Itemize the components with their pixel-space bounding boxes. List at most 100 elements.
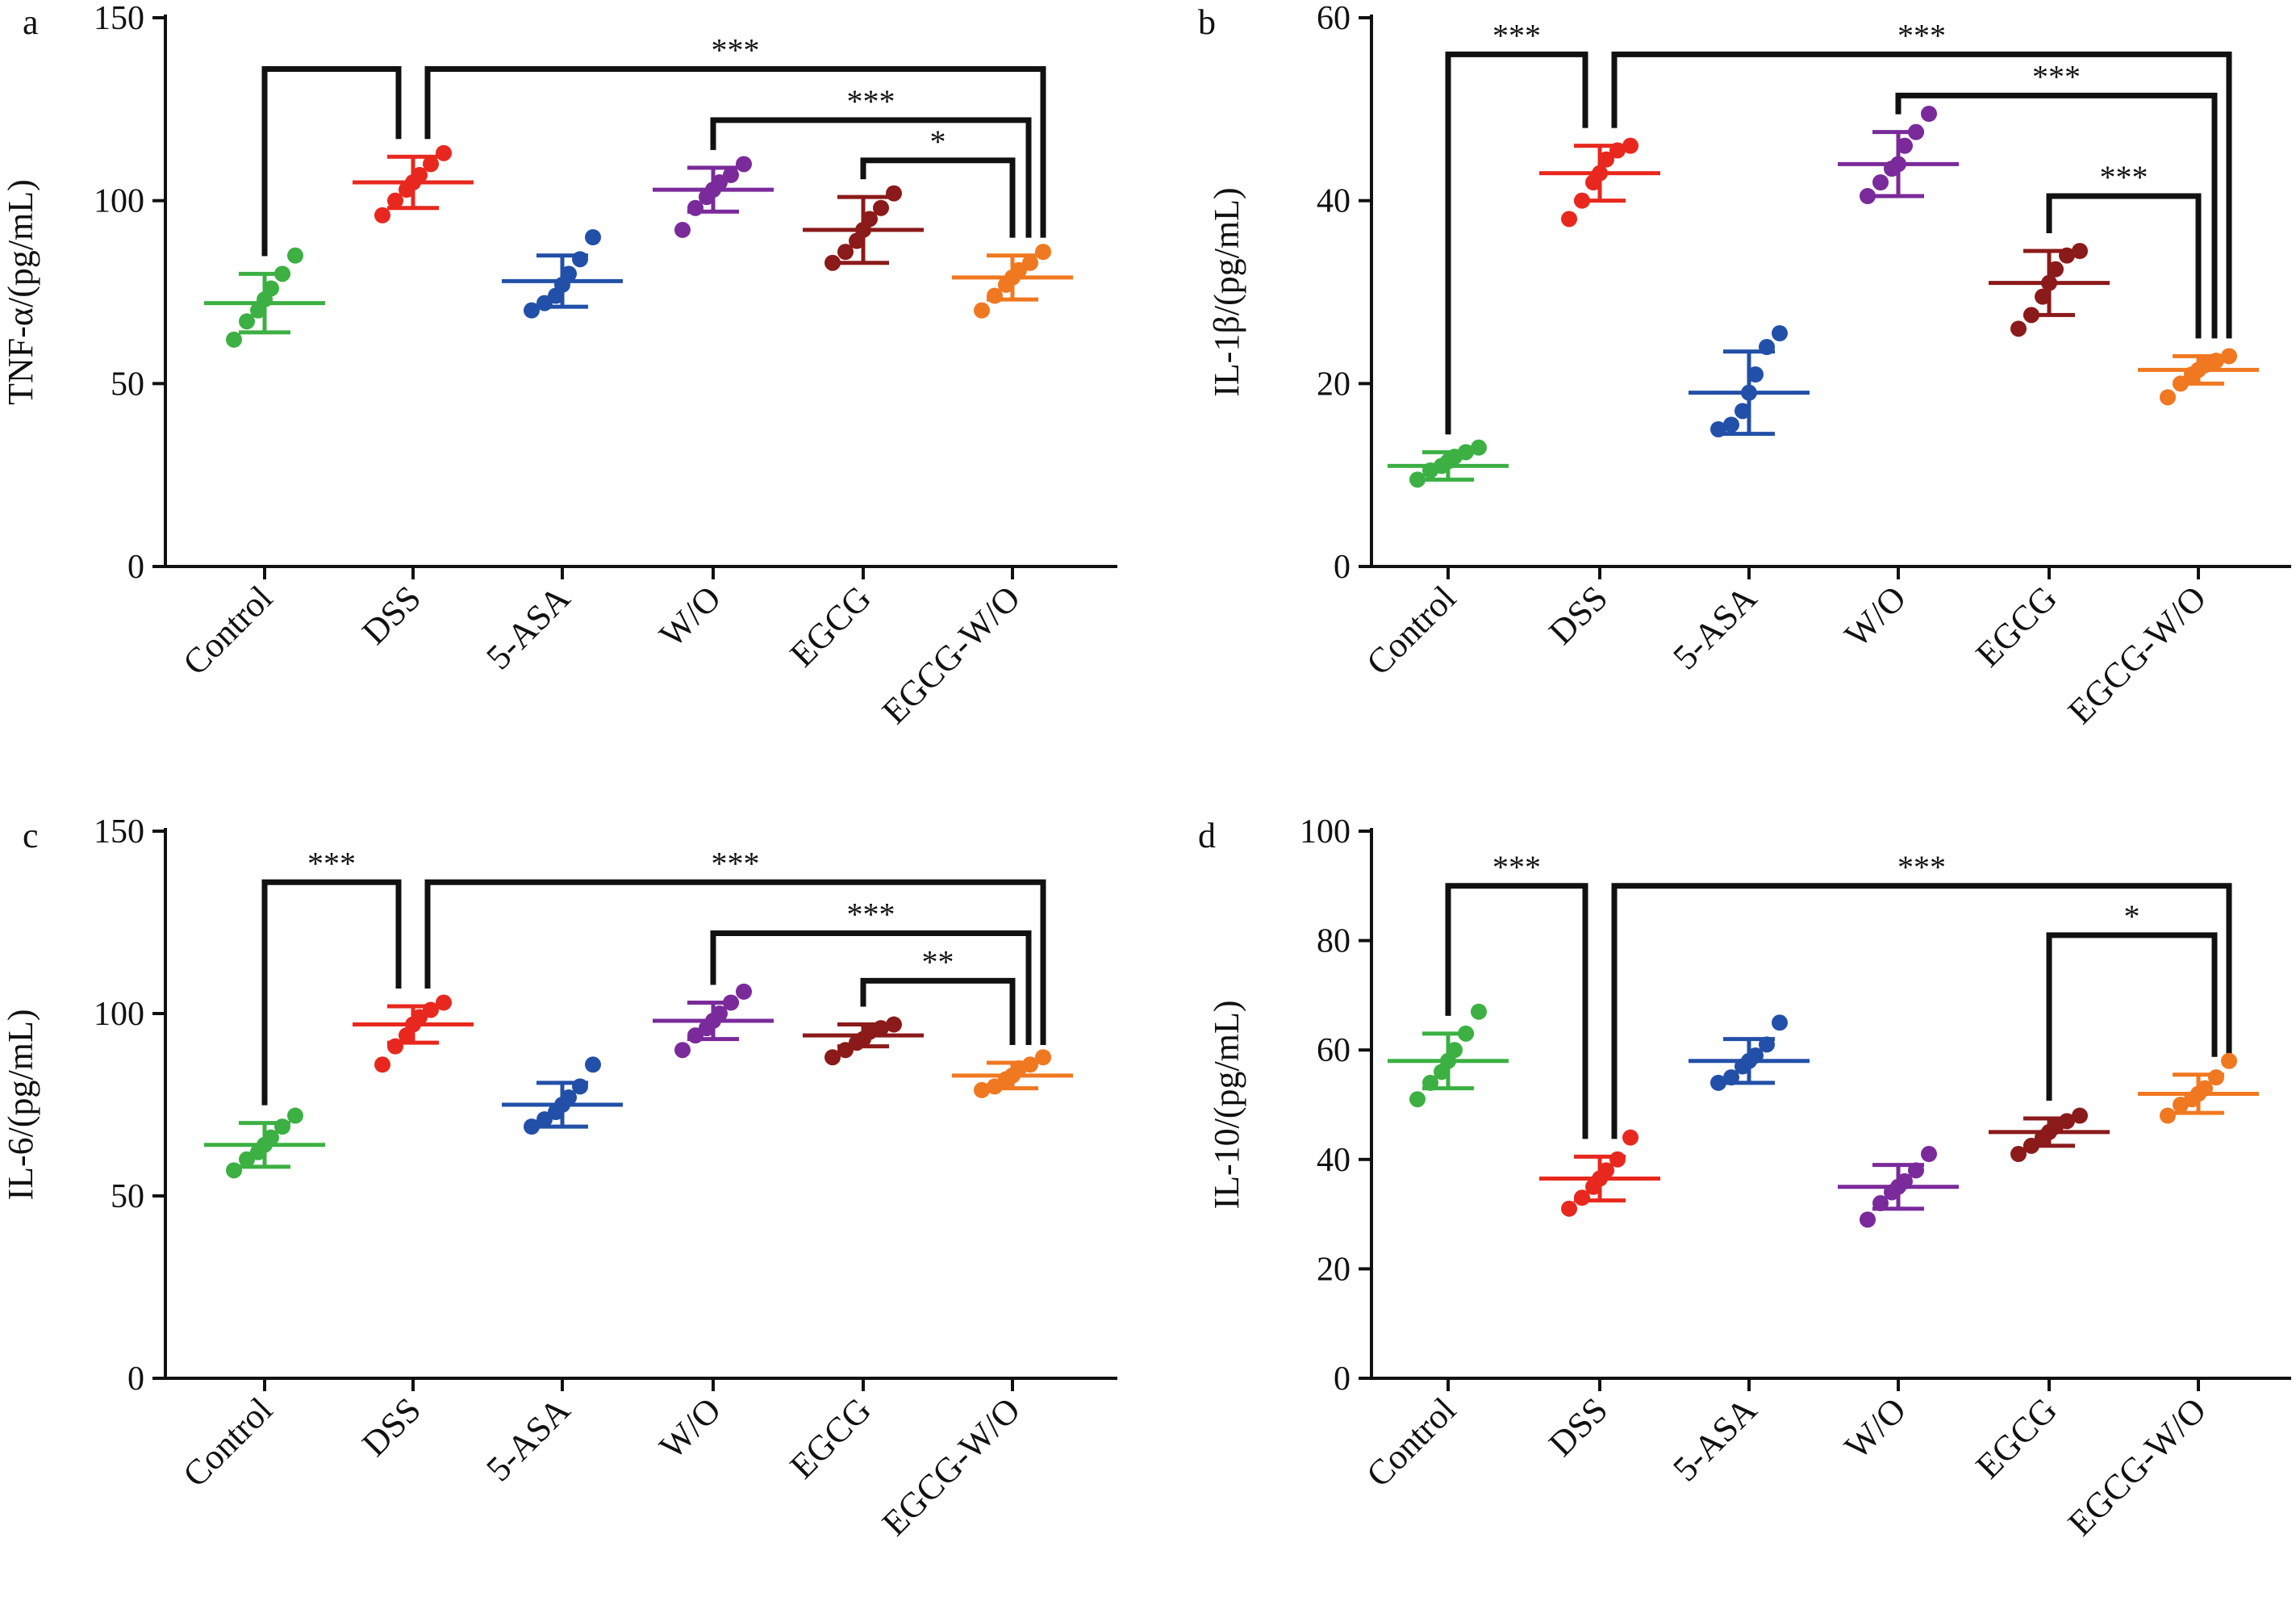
data-point bbox=[2208, 353, 2224, 369]
significance-bracket bbox=[261, 879, 402, 1106]
significance-bracket bbox=[1895, 92, 2218, 339]
data-point bbox=[2208, 1069, 2224, 1086]
y-tick-label: 50 bbox=[111, 366, 144, 403]
data-point bbox=[585, 1056, 601, 1073]
data-point bbox=[572, 1078, 588, 1095]
significance-bracket bbox=[2046, 193, 2202, 339]
data-point bbox=[1860, 1211, 1876, 1228]
data-point bbox=[974, 302, 990, 319]
group-4 bbox=[803, 185, 924, 271]
panel-c: c 0 50 100 150 IL-6/(pg/mL) Control DSS 5-ASA W/O… bbox=[1, 813, 1117, 1544]
data-point bbox=[1446, 1042, 1463, 1059]
data-point bbox=[387, 1038, 403, 1055]
data-point bbox=[712, 1005, 728, 1022]
data-point bbox=[374, 1056, 390, 1073]
y-tick-label: 20 bbox=[1317, 366, 1350, 403]
panel-label: c bbox=[23, 816, 39, 855]
data-point bbox=[1735, 403, 1751, 420]
y-tick-label: 0 bbox=[1334, 549, 1350, 586]
panel-label: a bbox=[23, 2, 39, 42]
data-point bbox=[1574, 1189, 1590, 1206]
group-5 bbox=[952, 1049, 1073, 1098]
data-point bbox=[1561, 1200, 1577, 1217]
y-tick-label: 150 bbox=[94, 813, 144, 851]
x-tick-label: DSS bbox=[354, 1390, 428, 1464]
data-point bbox=[287, 1107, 303, 1124]
group-3 bbox=[653, 156, 774, 238]
data-point bbox=[886, 185, 902, 202]
data-point bbox=[2160, 389, 2176, 406]
significance-bracket bbox=[710, 930, 1032, 1046]
data-point bbox=[1598, 1162, 1614, 1179]
data-point bbox=[374, 207, 390, 224]
x-tick-label: W/O bbox=[1837, 1390, 1914, 1466]
x-tick-label: Control bbox=[175, 1390, 280, 1494]
data-point bbox=[436, 144, 452, 161]
data-point bbox=[1710, 421, 1726, 437]
group-5 bbox=[2138, 1052, 2259, 1124]
data-point bbox=[423, 156, 439, 173]
data-point bbox=[1609, 142, 1626, 159]
data-point bbox=[436, 994, 452, 1011]
data-point bbox=[561, 265, 577, 282]
group-0 bbox=[204, 247, 325, 348]
group-5 bbox=[2138, 348, 2259, 406]
x-tick-label: Control bbox=[175, 578, 280, 683]
data-point bbox=[1022, 254, 1038, 271]
x-tick-label: W/O bbox=[1837, 578, 1914, 654]
data-point bbox=[2059, 1113, 2075, 1130]
data-point bbox=[1747, 1047, 1764, 1064]
group-5 bbox=[952, 244, 1073, 319]
data-point bbox=[524, 302, 540, 319]
data-point bbox=[2023, 307, 2039, 324]
significance-bracket bbox=[860, 157, 1016, 238]
group-2 bbox=[502, 229, 623, 319]
data-point bbox=[1872, 1195, 1889, 1212]
group-0 bbox=[1388, 1003, 1509, 1108]
data-point bbox=[1471, 439, 1487, 456]
data-point bbox=[2221, 1052, 2237, 1069]
y-tick-label: 40 bbox=[1317, 183, 1350, 220]
data-point bbox=[2072, 1107, 2088, 1124]
data-point bbox=[674, 221, 691, 238]
significance-label: *** bbox=[2100, 159, 2148, 195]
data-point bbox=[561, 1089, 577, 1106]
y-tick-label: 0 bbox=[127, 549, 144, 586]
data-point bbox=[1422, 1074, 1438, 1091]
x-tick-label: EGCG bbox=[783, 1390, 879, 1486]
y-tick-label: 0 bbox=[127, 1361, 144, 1398]
data-point bbox=[1471, 1003, 1487, 1020]
significance-label: *** bbox=[712, 31, 760, 68]
y-tick-label: 40 bbox=[1317, 1142, 1350, 1179]
data-point bbox=[987, 287, 1003, 304]
panel-label: d bbox=[1198, 816, 1216, 855]
panel-a: a 0 50 100 150 TNF-α/(pg/mL) Control DSS 5-ASA W/… bbox=[1, 0, 1117, 732]
data-point bbox=[1897, 1173, 1913, 1189]
x-tick-label: 5-ASA bbox=[1665, 1390, 1764, 1489]
x-tick-label: 5-ASA bbox=[478, 578, 578, 677]
significance-bracket bbox=[1611, 51, 2232, 339]
data-point bbox=[1897, 137, 1913, 154]
x-tick-label: 5-ASA bbox=[478, 1390, 578, 1489]
data-point bbox=[886, 1016, 902, 1033]
data-point bbox=[2010, 320, 2027, 337]
significance-label: *** bbox=[1897, 17, 1946, 53]
data-point bbox=[2059, 247, 2075, 264]
panel-d: d 0 20 40 60 80 100 IL-10/(pg/mL) Control DSS 5-AS… bbox=[1198, 813, 2291, 1544]
data-point bbox=[1890, 156, 1906, 173]
significance-label: *** bbox=[1492, 849, 1541, 885]
data-point bbox=[524, 1118, 540, 1135]
data-point bbox=[1609, 1151, 1626, 1168]
data-point bbox=[1409, 471, 1426, 488]
group-0 bbox=[204, 1107, 325, 1179]
data-point bbox=[687, 199, 703, 216]
data-point bbox=[1908, 1162, 1924, 1179]
data-point bbox=[274, 265, 290, 282]
y-tick-label: 50 bbox=[111, 1178, 144, 1215]
data-point bbox=[1574, 192, 1590, 209]
data-point bbox=[723, 166, 739, 183]
significance-bracket bbox=[860, 977, 1016, 1046]
data-point bbox=[1741, 384, 1757, 401]
panel-label: b bbox=[1198, 2, 1216, 42]
data-point bbox=[837, 244, 854, 261]
